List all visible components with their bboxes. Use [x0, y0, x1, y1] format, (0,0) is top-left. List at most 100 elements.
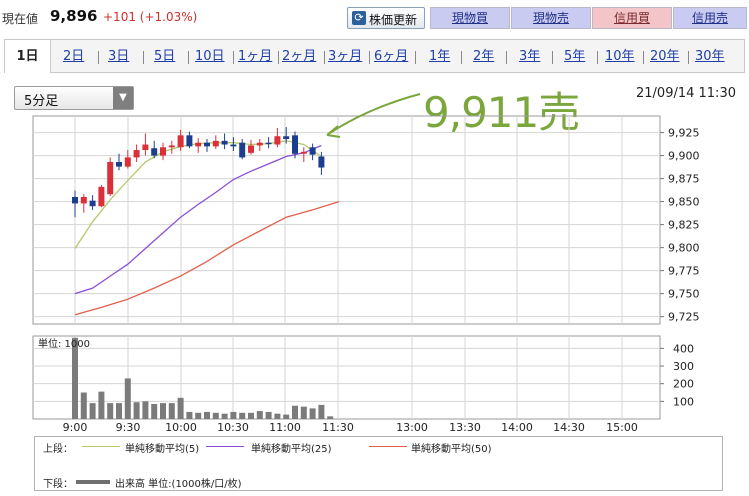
volume-bar: [292, 405, 298, 419]
volume-plot-frame: [32, 335, 661, 420]
refresh-price-button[interactable]: ⟳ 株価更新: [347, 7, 425, 29]
candle-body: [212, 140, 219, 147]
candle-body: [318, 156, 325, 168]
time-tick-label: 14:30: [553, 421, 585, 434]
candle-body: [230, 144, 237, 147]
legend-ma25-swatch: [206, 446, 244, 447]
time-tick-label: 10:30: [217, 421, 249, 434]
volume-bar: [230, 411, 237, 419]
volume-bar: [309, 408, 316, 419]
candle-body: [89, 200, 96, 207]
candle-body: [300, 151, 307, 154]
time-tick-label: 9:00: [63, 421, 88, 434]
tab-5day[interactable]: 5日: [154, 49, 176, 64]
ma25-line: [74, 144, 322, 295]
volume-bar: [124, 378, 131, 419]
sell-annotation: 9,911売: [423, 88, 580, 137]
callout-arrowhead: [326, 125, 341, 138]
time-tick-label: 10:00: [165, 421, 197, 434]
tab-separator: [324, 51, 325, 64]
legend-ma50-swatch: [369, 446, 407, 447]
tab-3month[interactable]: 3ヶ月: [328, 49, 363, 64]
time-tick-label: 15:00: [606, 421, 638, 434]
tab-10day[interactable]: 10日: [195, 49, 225, 64]
refresh-price-label: 株価更新: [369, 13, 418, 27]
volume-bar: [142, 401, 149, 419]
candle-body: [142, 144, 149, 151]
header-bar: 現在値 9,896 +101 (+1.03%) ⟳ 株価更新 現物買 現物売 信…: [0, 0, 749, 36]
candle-body: [160, 147, 166, 156]
tab-separator: [552, 51, 553, 64]
volume-bar: [300, 406, 307, 419]
time-tick-label: 9:30: [116, 421, 141, 434]
volume-bar: [160, 403, 166, 419]
chart-legend: 上段： 単純移動平均(5) 単純移動平均(25) 単純移動平均(50) 下段： …: [34, 436, 723, 491]
tab-separator: [98, 51, 99, 64]
tab-6month[interactable]: 6ヶ月: [374, 49, 409, 64]
candle-body: [239, 142, 246, 158]
cash-buy-button[interactable]: 現物買: [430, 7, 510, 29]
tab-separator: [278, 51, 279, 64]
candle-body: [124, 157, 131, 167]
volume-tick-label: 400: [673, 342, 694, 355]
volume-tick-label: 100: [673, 395, 694, 408]
price-tick-label: 9,900: [668, 150, 700, 163]
candle-body: [195, 142, 202, 147]
candle-body: [256, 142, 263, 146]
tab-3day[interactable]: 3日: [108, 49, 130, 64]
candle-body: [116, 162, 122, 167]
tab-3year[interactable]: 3年: [519, 49, 541, 64]
legend-ma50: 単純移動平均(50): [411, 444, 492, 455]
price-change: +101 (+1.03%): [103, 10, 198, 24]
legend-ma25: 単純移動平均(25): [251, 444, 332, 455]
candle-body: [168, 145, 175, 148]
volume-bar: [107, 403, 114, 419]
candle-body: [265, 142, 272, 145]
cash-sell-button[interactable]: 現物売: [511, 7, 591, 29]
price-tick-label: 9,775: [668, 265, 700, 278]
volume-tick-label: 300: [673, 360, 694, 373]
tab-30year[interactable]: 30年: [695, 49, 725, 64]
candle-body: [80, 196, 87, 204]
tab-1month[interactable]: 1ヶ月: [238, 49, 273, 64]
tab-1year[interactable]: 1年: [429, 49, 451, 64]
candle-body: [133, 150, 140, 158]
tab-separator: [143, 51, 144, 64]
volume-bar: [256, 411, 263, 419]
volume-bar: [116, 403, 122, 419]
margin-sell-button[interactable]: 信用売: [673, 7, 747, 29]
tab-10year[interactable]: 10年: [605, 49, 635, 64]
price-tick-label: 9,800: [668, 242, 700, 255]
tab-1day[interactable]: 1日: [5, 40, 51, 73]
volume-bar: [204, 411, 210, 419]
legend-volume-swatch: [76, 480, 110, 484]
chart-datetime: 21/09/14 11:30: [636, 86, 736, 101]
volume-bar: [80, 392, 87, 419]
tab-2month[interactable]: 2ヶ月: [282, 49, 317, 64]
period-tabs: 1日 2日 3日 5日 10日 1ヶ月 2ヶ月 3ヶ月 6ヶ月 1年 2年 3年…: [4, 39, 745, 73]
tab-separator: [188, 51, 189, 64]
ma50-line: [74, 200, 340, 316]
volume-bar: [168, 403, 175, 419]
current-price-label: 現在値: [2, 12, 39, 26]
candle-body: [248, 145, 254, 153]
candle-body: [177, 135, 184, 148]
price-tick-label: 9,750: [668, 288, 700, 301]
tab-2day[interactable]: 2日: [63, 49, 85, 64]
legend-ma5: 単純移動平均(5): [125, 444, 200, 455]
volume-bar: [265, 411, 272, 419]
tab-2year[interactable]: 2年: [473, 49, 495, 64]
candle-body: [186, 135, 193, 147]
margin-buy-button[interactable]: 信用買: [592, 7, 672, 29]
interval-select[interactable]: 5分足 ▼: [14, 86, 134, 110]
tab-20year[interactable]: 20年: [650, 49, 680, 64]
legend-volume: 出来高 単位:(1000株/口/枚): [115, 479, 242, 490]
refresh-icon: ⟳: [352, 11, 366, 25]
tab-5year[interactable]: 5年: [564, 49, 586, 64]
tab-separator: [688, 51, 689, 64]
volume-bar: [195, 412, 202, 419]
candle-body: [274, 136, 281, 145]
volume-bar: [72, 337, 78, 419]
tab-separator: [415, 51, 416, 64]
tab-separator: [233, 51, 234, 64]
